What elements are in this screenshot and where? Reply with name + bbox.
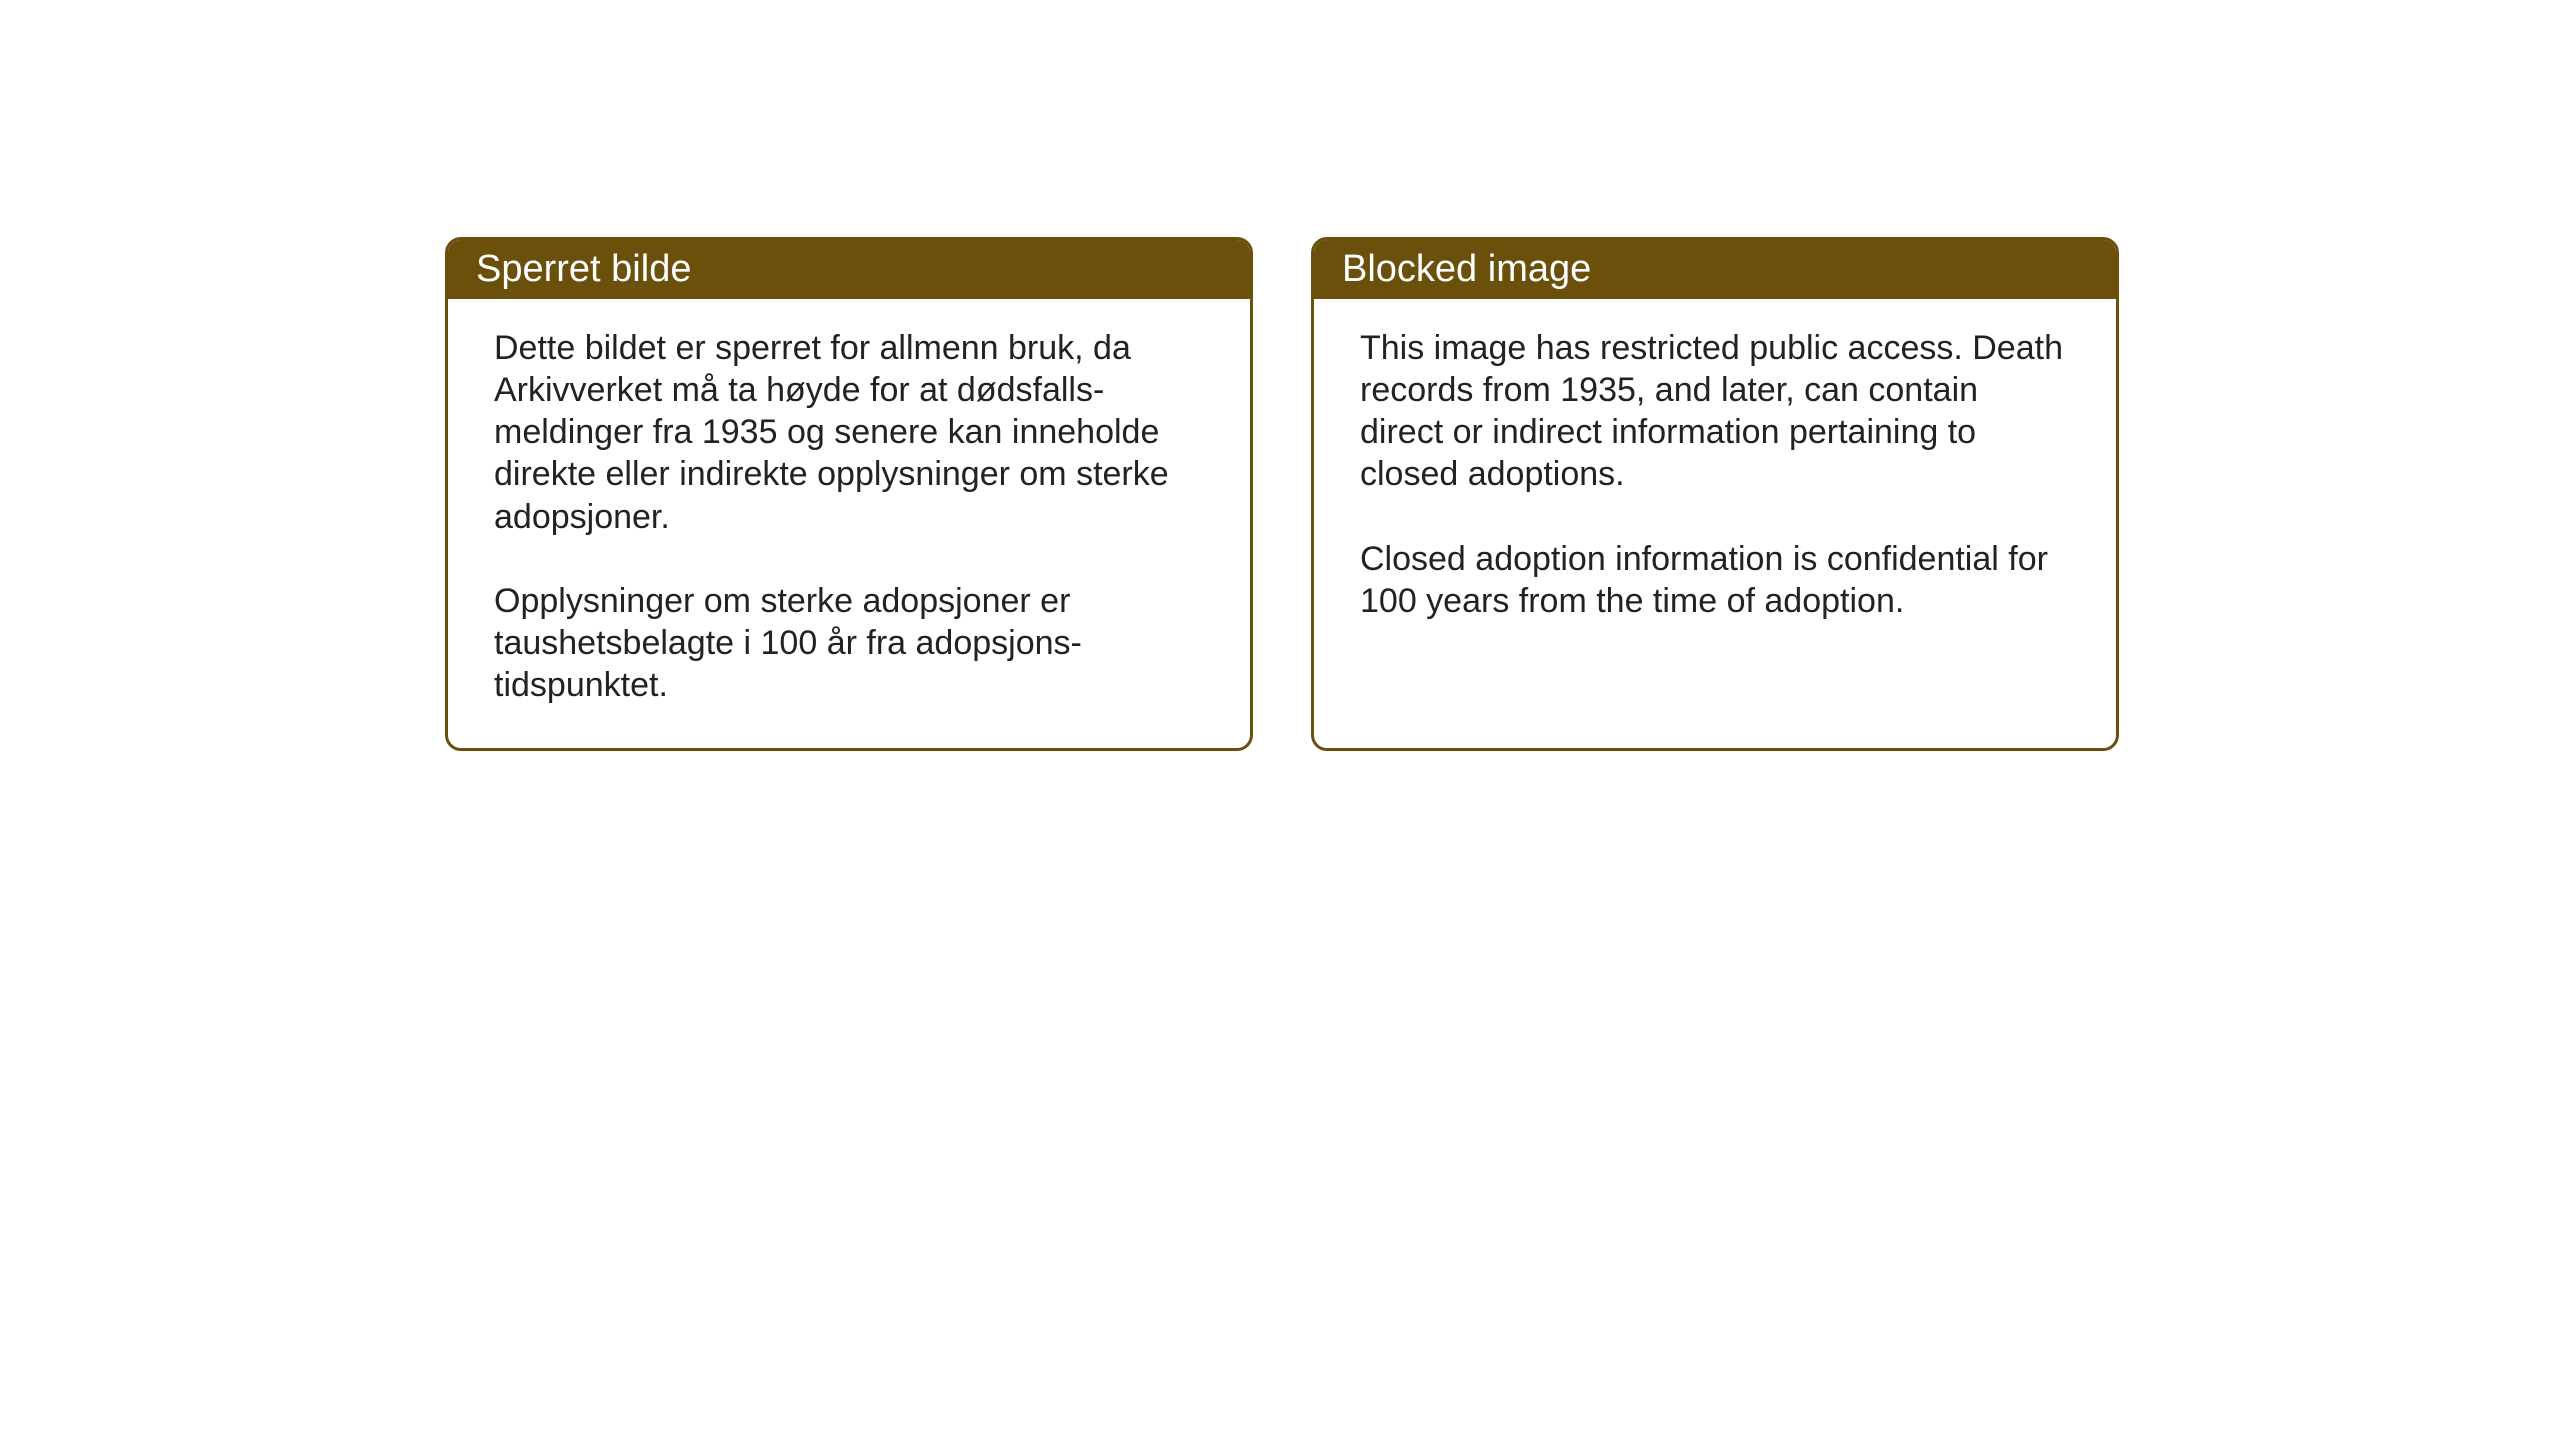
- card-english-paragraph-1: This image has restricted public access.…: [1360, 327, 2070, 496]
- card-english-body: This image has restricted public access.…: [1314, 299, 2116, 664]
- card-english-header: Blocked image: [1314, 240, 2116, 299]
- cards-container: Sperret bilde Dette bildet er sperret fo…: [445, 237, 2119, 751]
- card-norwegian-body: Dette bildet er sperret for allmenn bruk…: [448, 299, 1250, 748]
- card-norwegian: Sperret bilde Dette bildet er sperret fo…: [445, 237, 1253, 751]
- card-english: Blocked image This image has restricted …: [1311, 237, 2119, 751]
- card-norwegian-title: Sperret bilde: [476, 248, 691, 290]
- card-english-paragraph-2: Closed adoption information is confident…: [1360, 538, 2070, 622]
- card-english-title: Blocked image: [1342, 248, 1591, 290]
- card-norwegian-header: Sperret bilde: [448, 240, 1250, 299]
- card-norwegian-paragraph-1: Dette bildet er sperret for allmenn bruk…: [494, 327, 1204, 538]
- card-norwegian-paragraph-2: Opplysninger om sterke adopsjoner er tau…: [494, 580, 1204, 706]
